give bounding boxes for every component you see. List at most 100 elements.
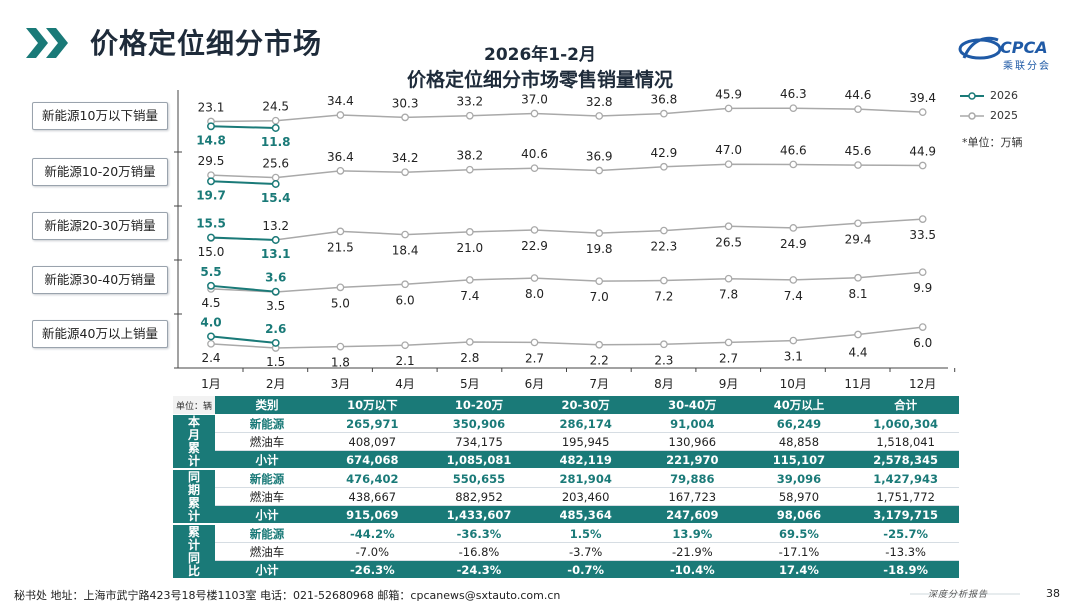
series-2025-point: [336, 166, 345, 175]
table-group-label: 本月累计: [173, 414, 215, 470]
series-2025-data-label: 44.6: [845, 88, 872, 102]
series-2025-point: [465, 338, 474, 346]
table-cell: 915,069: [319, 505, 426, 525]
series-2025-data-label: 46.3: [780, 87, 807, 101]
series-2026-point: [207, 281, 215, 290]
series-2025-point: [660, 340, 668, 349]
series-2025-point: [789, 160, 798, 169]
x-tick-label: 2月: [266, 377, 286, 391]
table-header: 10万以下: [319, 396, 426, 415]
table-row: 本月累计新能源 265,971 350,906 286,174 91,004 66,249…: [173, 414, 959, 470]
series-2025-data-label: 3.1: [784, 350, 803, 364]
series-2025-point: [595, 277, 604, 286]
series-2025-point: [595, 166, 604, 175]
series-2025-line: [210, 163, 923, 179]
table-header: 类别: [215, 396, 319, 415]
series-2026-data-label: 19.7: [196, 188, 226, 202]
series-2025-data-label: 21.0: [456, 241, 483, 255]
series-2025-data-label: 21.5: [327, 240, 354, 254]
table-cell: 130,966: [638, 432, 746, 451]
table-group-label: 累计同比: [173, 524, 215, 580]
x-tick-label: 1月: [201, 377, 221, 391]
table-cell: 1,518,041: [852, 432, 959, 451]
table-cell: 195,945: [532, 432, 639, 451]
series-2025-point: [595, 340, 604, 349]
series-2025-data-label: 24.9: [780, 237, 807, 251]
table-cell: 550,655: [425, 469, 533, 488]
series-2026-line: [210, 180, 276, 185]
table-cell: 115,107: [745, 450, 853, 470]
series-2025-data-label: 46.6: [780, 143, 807, 157]
table-cell: -18.9%: [852, 560, 959, 580]
table-row-category: 燃油车: [215, 542, 319, 561]
series-2025-data-label: 4.5: [201, 296, 220, 310]
table-cell: 1.5%: [532, 524, 639, 543]
series-2026-line: [210, 236, 276, 241]
x-tick-label: 5月: [460, 377, 480, 391]
legend-2025: 2025: [990, 109, 1018, 122]
x-tick-label: 10月: [780, 377, 807, 391]
series-2025-data-label: 23.1: [198, 101, 225, 115]
x-tick-label: 3月: [331, 377, 351, 391]
table-row-category: 新能源: [215, 524, 319, 543]
panel-label-over-40w: 新能源40万以上销量: [32, 320, 168, 348]
table-row: 燃油车 -7.0% -16.8% -3.7% -21.9% -17.1% -13.3%: [173, 542, 959, 561]
price-segment-line-chart: 1月 2月 3月 4月 5月 6月 7月 8月 9月 10月 11月 12月 23.1 24.5 34.4 3…: [174, 87, 956, 391]
series-2025-data-label: 18.4: [392, 244, 419, 258]
table-cell: 167,723: [638, 487, 746, 506]
series-2025-point: [724, 274, 733, 283]
table-cell: 482,119: [532, 450, 639, 470]
series-2025-point: [724, 104, 733, 113]
table-cell: -10.4%: [638, 560, 746, 580]
table-row: 燃油车 438,667 882,952 203,460 167,723 58,970 1,7…: [173, 487, 959, 506]
series-2025-data-label: 33.2: [456, 95, 483, 109]
series-2025-point: [918, 215, 927, 223]
series-2025-data-label: 37.0: [521, 93, 548, 107]
series-2025-data-label: 2.2: [590, 354, 609, 368]
table-cell: 734,175: [425, 432, 533, 451]
series-2025-data-label: 45.6: [845, 144, 872, 158]
series-2025-data-label: 25.6: [262, 157, 289, 171]
series-2026-data-label: 11.8: [261, 135, 291, 149]
series-2025-data-label: 9.9: [913, 281, 932, 295]
series-2025-point: [789, 336, 798, 345]
series-2025-data-label: 44.9: [909, 145, 936, 159]
series-2025-point: [401, 230, 409, 239]
table-cell: 286,174: [532, 414, 639, 433]
series-2025-data-label: 33.5: [909, 228, 936, 242]
series-2025-data-label: 36.4: [327, 150, 354, 164]
series-2025-point: [724, 160, 733, 169]
legend-2026-icon: [960, 92, 984, 100]
series-2025-point: [336, 111, 345, 119]
series-2025-point: [724, 338, 733, 347]
table-header: 40万以上: [745, 396, 853, 415]
series-2025-line: [210, 271, 923, 293]
series-2025-data-label: 7.2: [654, 290, 673, 304]
table-cell: 98,066: [745, 505, 853, 525]
table-cell: 1,427,943: [852, 469, 959, 488]
series-2026-point: [271, 287, 280, 296]
table-cell: 1,751,772: [852, 487, 959, 506]
series-2025-data-label: 7.0: [590, 290, 609, 304]
series-2025-point: [401, 280, 409, 289]
series-2026-point: [271, 236, 280, 244]
table-cell: 350,906: [425, 414, 533, 433]
table-cell: 2,578,345: [852, 450, 959, 470]
table-cell: 1,085,081: [425, 450, 533, 470]
table-cell: 203,460: [532, 487, 639, 506]
series-2025-point: [918, 268, 927, 277]
table-row: 累计同比新能源 -44.2% -36.3% 1.5% 13.9% 69.5% -25.7%: [173, 524, 959, 580]
series-2025-point: [336, 283, 345, 292]
x-tick-label: 9月: [719, 377, 739, 391]
table-header: 合计: [852, 396, 959, 415]
table-row: 小计 -26.3% -24.3% -0.7% -10.4% 17.4% -18.9%: [173, 560, 959, 580]
chart-title-line1: 2026年1-2月: [483, 45, 597, 65]
legend-2026: 2026: [990, 89, 1018, 102]
series-2025-line: [210, 218, 923, 241]
series-2025-data-label: 47.0: [715, 143, 742, 157]
series-2025-data-label: 30.3: [392, 96, 419, 110]
series-2025-data-label: 34.4: [327, 94, 354, 108]
series-2025-point: [530, 338, 539, 347]
series-2025-data-label: 32.8: [586, 95, 613, 109]
table-cell: -44.2%: [319, 524, 426, 543]
